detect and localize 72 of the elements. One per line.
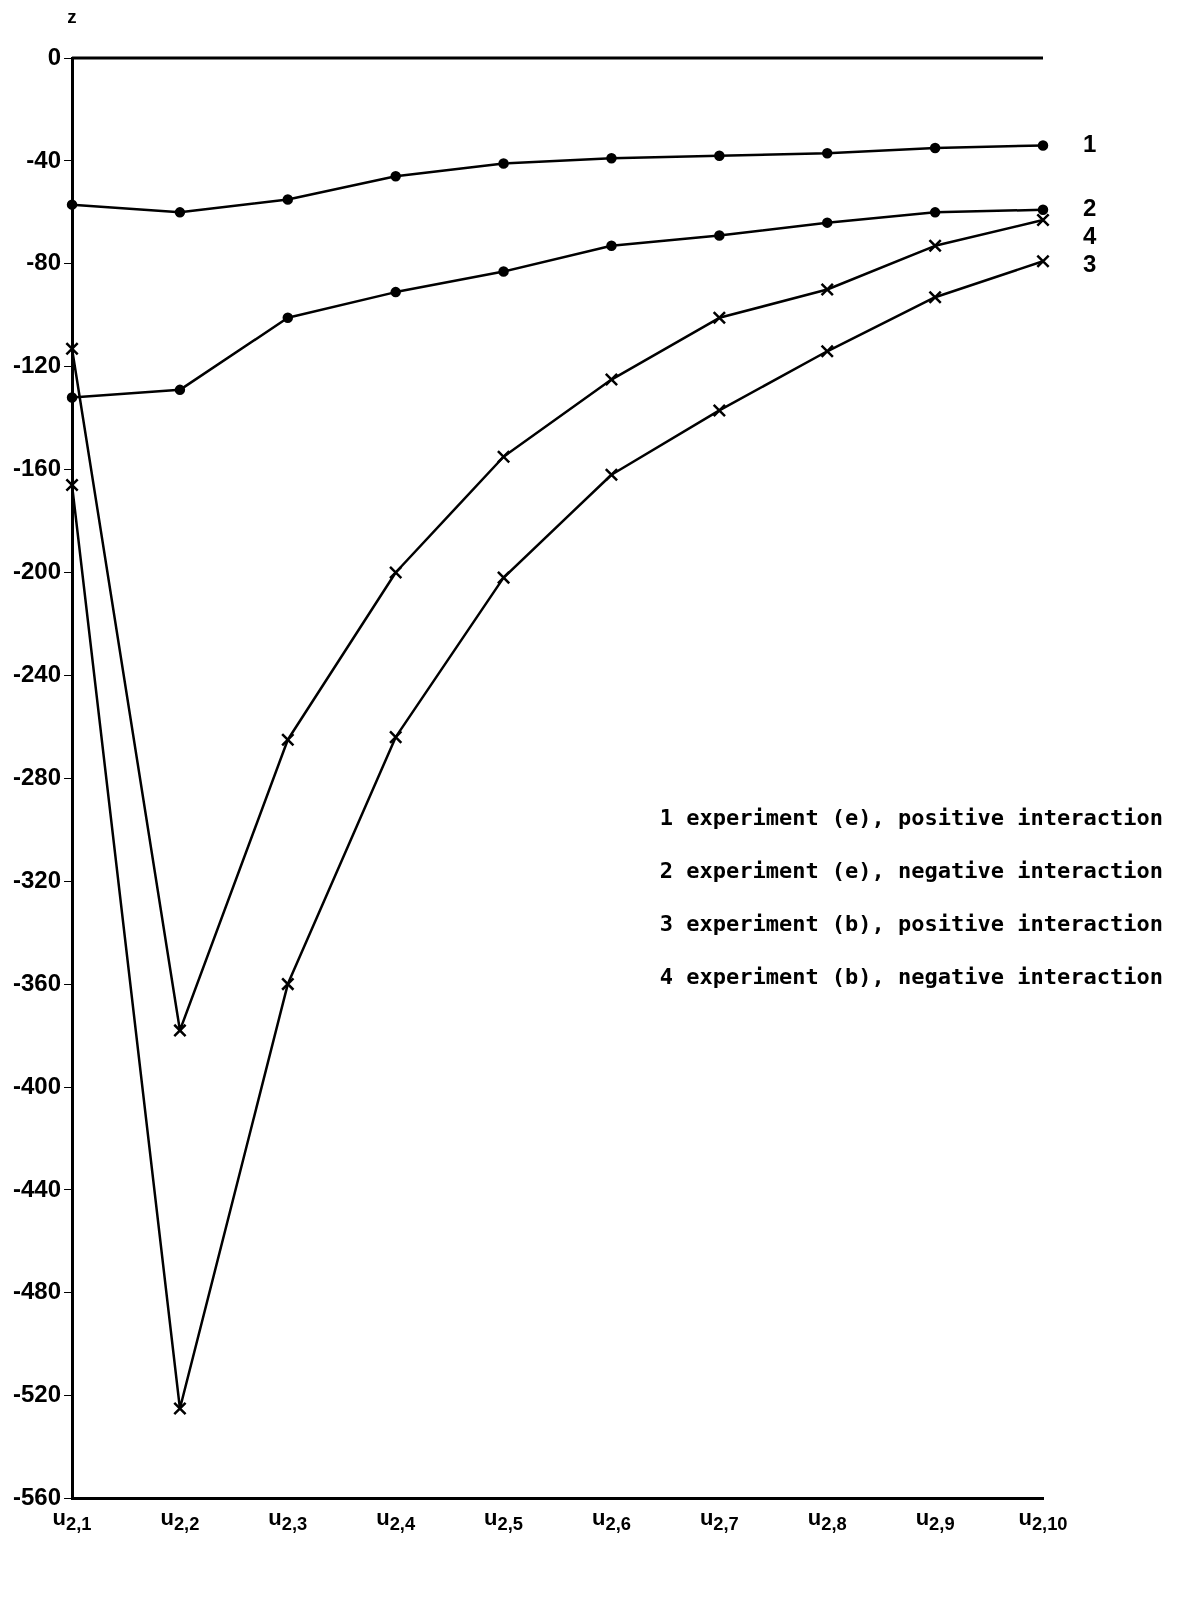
y-tick-label: -40: [26, 145, 62, 173]
x-tick-label: u$_{2,7}$: [698, 1503, 740, 1536]
x-tick-label: u$_{2,3}$: [267, 1503, 309, 1536]
point: [928, 238, 943, 253]
point: [66, 199, 78, 210]
point: [821, 217, 833, 228]
point: [174, 384, 186, 396]
point: [714, 230, 725, 241]
x-tick-label: u$_{2,5}$: [483, 1503, 525, 1536]
point: [173, 1401, 187, 1416]
point: [66, 392, 78, 403]
point: [496, 570, 511, 585]
point: [928, 290, 943, 305]
point: [174, 207, 186, 218]
point: [390, 171, 401, 182]
point: [65, 478, 79, 492]
point: [388, 565, 403, 580]
y-tick-label: -120: [12, 351, 62, 379]
annotation: 2 experiment (e), negative interaction: [659, 858, 1164, 884]
annotation: 1 experiment (e), positive interaction: [659, 805, 1164, 831]
point: [498, 158, 509, 169]
y-tick-label: -360: [12, 968, 62, 996]
point: [714, 150, 725, 162]
annotation: 4 experiment (b), negative interaction: [659, 964, 1164, 990]
series-label: 3: [1083, 250, 1097, 278]
point: [712, 403, 727, 418]
y-tick-label: -200: [12, 557, 62, 585]
point: [498, 266, 509, 277]
point: [1037, 204, 1049, 216]
point: [390, 286, 401, 298]
point: [282, 312, 294, 324]
y-tick-label: -160: [12, 454, 62, 482]
y-tick-label: -440: [12, 1174, 62, 1202]
y-tick-label: 0: [47, 42, 62, 70]
point: [496, 449, 511, 464]
y-tick-label: -80: [26, 248, 62, 276]
x-tick-label: u$_{2,4}$: [375, 1503, 417, 1536]
x-tick-label: u$_{2,9}$: [914, 1503, 956, 1536]
series-label: 1: [1083, 130, 1097, 158]
point: [820, 344, 835, 359]
point: [820, 282, 835, 297]
point: [606, 240, 617, 252]
y-tick-label: -480: [12, 1277, 62, 1305]
point: [604, 372, 619, 387]
y-tick-label: -320: [12, 865, 62, 893]
point: [65, 341, 79, 356]
x-tick-label: u$_{2,2}$: [159, 1503, 201, 1536]
point: [1037, 140, 1049, 151]
series-label: 4: [1083, 222, 1097, 250]
y-tick-label: -520: [12, 1380, 62, 1408]
y-tick-label: -240: [12, 660, 62, 688]
point: [606, 153, 617, 164]
y-tick-label: -280: [12, 762, 62, 790]
point: [1036, 254, 1050, 269]
point: [280, 977, 295, 992]
point: [282, 194, 294, 205]
point: [280, 732, 295, 747]
point: [1036, 213, 1050, 227]
annotation: 3 experiment (b), positive interaction: [659, 911, 1164, 937]
point: [604, 467, 619, 482]
x-tick-label: u$_{2,10}$: [1017, 1503, 1069, 1536]
point: [388, 730, 403, 745]
y-tick-label: -400: [12, 1071, 62, 1099]
point: [821, 147, 833, 159]
point: [929, 207, 941, 218]
point: [712, 310, 727, 325]
y-axis-title: z: [67, 5, 77, 27]
x-tick-label: u$_{2,6}$: [591, 1503, 632, 1536]
x-tick-label: u$_{2,8}$: [806, 1503, 848, 1536]
series-label: 2: [1083, 194, 1097, 222]
point: [929, 142, 941, 154]
point: [173, 1023, 187, 1038]
